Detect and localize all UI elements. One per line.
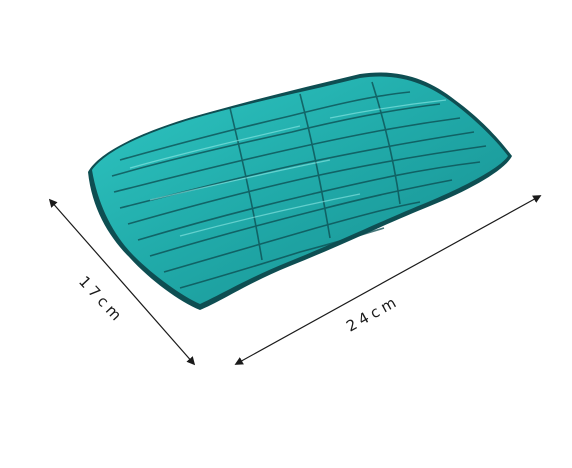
- width-label: 24cm: [343, 292, 402, 336]
- depth-label: 17cm: [75, 272, 128, 327]
- width-arrow: [234, 195, 542, 365]
- depth-arrow: [48, 198, 196, 366]
- glass-tray: [88, 72, 512, 310]
- tray-body: [92, 76, 508, 304]
